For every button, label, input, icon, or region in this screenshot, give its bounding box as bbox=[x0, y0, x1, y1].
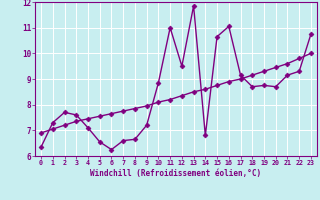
X-axis label: Windchill (Refroidissement éolien,°C): Windchill (Refroidissement éolien,°C) bbox=[91, 169, 261, 178]
